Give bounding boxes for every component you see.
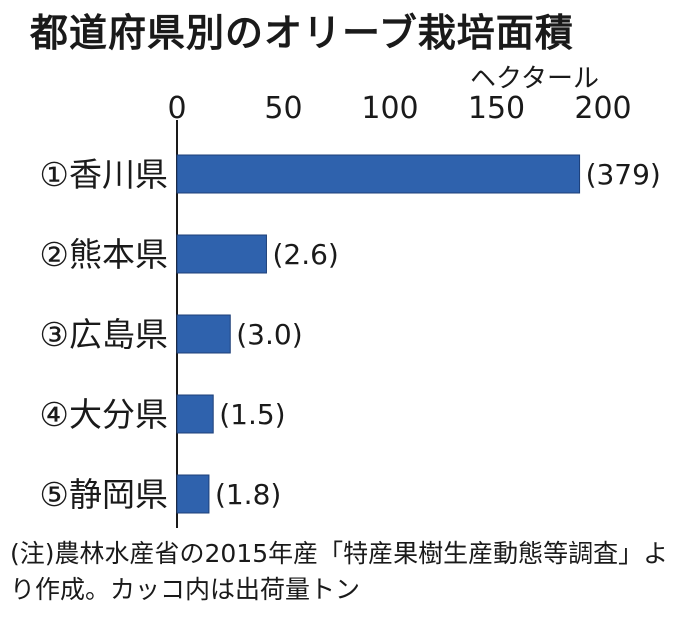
- bar: [176, 154, 581, 194]
- category-label: ②熊本県: [39, 235, 168, 274]
- x-tick-label: 50: [264, 91, 302, 126]
- category-label: ③広島県: [39, 315, 168, 354]
- data-label: (3.0): [236, 318, 302, 351]
- x-tick-label: 100: [361, 91, 418, 126]
- bar: [176, 314, 231, 354]
- data-label: (1.5): [219, 398, 285, 431]
- bar: [176, 394, 214, 434]
- source-note: (注)農林水産省の2015年産「特産果樹生産動態等調査」より作成。カッコ内は出荷…: [10, 539, 669, 604]
- x-tick-label: 0: [167, 91, 186, 126]
- category-label: ①香川県: [39, 155, 168, 194]
- bar-chart: 0 50 100 150 200 ①香川県 (379) ②熊本県 (2.6) ③広島県 (3.0) ④…: [39, 91, 661, 528]
- x-tick-label: 200: [574, 91, 631, 126]
- x-tick-label: 150: [468, 91, 525, 126]
- axis-unit-label: ヘクタール: [470, 64, 599, 94]
- category-label: ④大分県: [39, 395, 168, 434]
- data-label: (2.6): [272, 238, 338, 271]
- data-label: (379): [586, 158, 661, 191]
- bar: [176, 474, 210, 514]
- category-label: ⑤静岡県: [39, 475, 168, 514]
- chart-title: 都道府県別のオリーブ栽培面積: [30, 11, 574, 55]
- data-label: (1.8): [215, 478, 281, 511]
- bar: [176, 234, 267, 274]
